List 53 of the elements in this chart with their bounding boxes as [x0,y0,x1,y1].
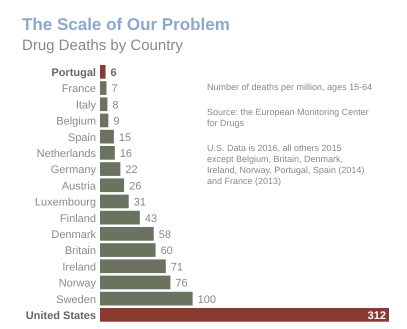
data-label: 60 [160,245,173,258]
data-label: 43 [144,212,158,225]
y-tick-label: Finland [60,212,96,225]
data-label: 22 [125,164,138,176]
bar [100,227,154,241]
bar [100,243,156,257]
bar [100,259,166,274]
data-label: 100 [198,294,216,306]
data-label: 7 [111,83,118,96]
data-label: 16 [120,148,132,160]
annotation: Source: the European Monitoring Center for Drugs [207,107,369,128]
y-tick-label: Norway [58,278,96,290]
data-label: 76 [175,278,188,290]
data-label: 15 [118,132,132,144]
y-tick-label: Germany [50,164,96,176]
bar [100,146,115,160]
chart-subtitle: Drug Deaths by Country [22,37,184,54]
y-tick-label: Luxembourg [34,196,96,209]
bar [100,97,108,112]
y-tick-label: Sweden [56,294,96,306]
data-label: 71 [170,261,184,274]
y-tick-label: France [62,83,96,96]
bar [100,210,140,224]
chart-title: The Scale of Our Problem [22,15,230,34]
bar [100,276,170,290]
y-tick-label: Britain [64,245,96,258]
bar [100,178,124,192]
data-label: 8 [112,99,119,112]
bar [100,162,120,176]
bar [100,65,106,79]
y-tick-label: Spain [68,132,96,144]
bar [100,194,129,208]
y-tick-label: Italy [76,99,96,112]
bar [100,114,108,128]
bar [100,130,114,144]
bar [100,81,106,95]
bar [100,292,193,306]
data-label: 9 [113,116,120,128]
y-tick-label: Belgium [56,116,96,128]
y-tick-label: United States [26,310,96,322]
annotation: U.S. Data is 2016, all others 2015 except Belgium, Britain, Denmark, Ireland, Norway, Portugal, Spain (2014) and France (2013) [207,143,364,186]
annotation: Number of deaths per million, ages 15-64 [207,82,372,92]
y-tick-label: Denmark [51,228,96,241]
data-label: 312 [368,310,386,322]
y-tick-label: Portugal [51,66,96,79]
y-tick-label: Austria [62,180,97,192]
data-label: 58 [158,228,171,241]
y-tick-label: Netherlands [36,148,96,160]
y-tick-label: Ireland [62,261,96,274]
data-label: 6 [110,66,117,79]
data-label: 31 [134,196,146,209]
data-label: 26 [129,180,142,192]
bar [100,308,389,322]
